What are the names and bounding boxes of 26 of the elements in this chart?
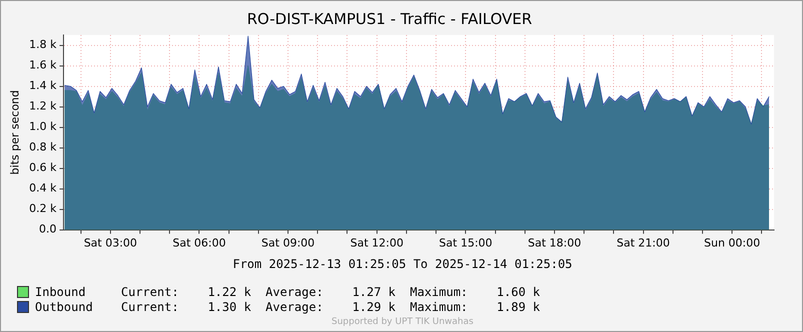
x-tick-label: Sat 18:00 [528, 236, 582, 250]
x-tick-label: Sat 03:00 [84, 236, 138, 250]
text: From 2025-12-13 01:25:05 To 2025-12-14 01:25:05 [232, 257, 574, 271]
y-tick-label: 1.8 k [29, 38, 58, 52]
y-tick-label: 1.2 k [29, 100, 58, 113]
y-axis-title: bits per second [8, 90, 22, 175]
y-tick-label: 0.0 [39, 222, 57, 236]
y-tick-label: 1.4 k [29, 79, 58, 92]
x-tick-label: Sat 15:00 [439, 236, 492, 250]
x-tick-label: Sun 00:00 [704, 236, 760, 250]
x-tick-label: Sat 06:00 [172, 236, 226, 250]
legend-label: Outbound [35, 300, 94, 314]
x-tick-label: Sat 09:00 [261, 236, 315, 250]
chart-title: RO-DIST-KAMPUS1 - Traffic - FAILOVER [246, 10, 532, 28]
y-tick-label: 0.4 k [29, 182, 58, 195]
x-tick-label: Sat 21:00 [616, 236, 670, 250]
x-tick-label: Sat 12:00 [350, 236, 404, 250]
text: Current: 1.30 k Average: 1.29 k Maximum: 1.89 k [121, 300, 540, 314]
y-tick-label: 1.6 k [29, 58, 58, 72]
text: Current: 1.22 k Average: 1.27 k Maximum: 1.60 k [121, 284, 540, 298]
y-tick-label: 1.0 k [29, 120, 58, 134]
y-tick-label: 0.6 k [29, 161, 58, 174]
legend-label: Inbound [35, 284, 87, 298]
y-tick-label: 0.8 k [29, 140, 58, 154]
y-tick-label: 0.2 k [29, 202, 58, 216]
text: Supported by UPT TIK Unwahas [330, 317, 474, 327]
